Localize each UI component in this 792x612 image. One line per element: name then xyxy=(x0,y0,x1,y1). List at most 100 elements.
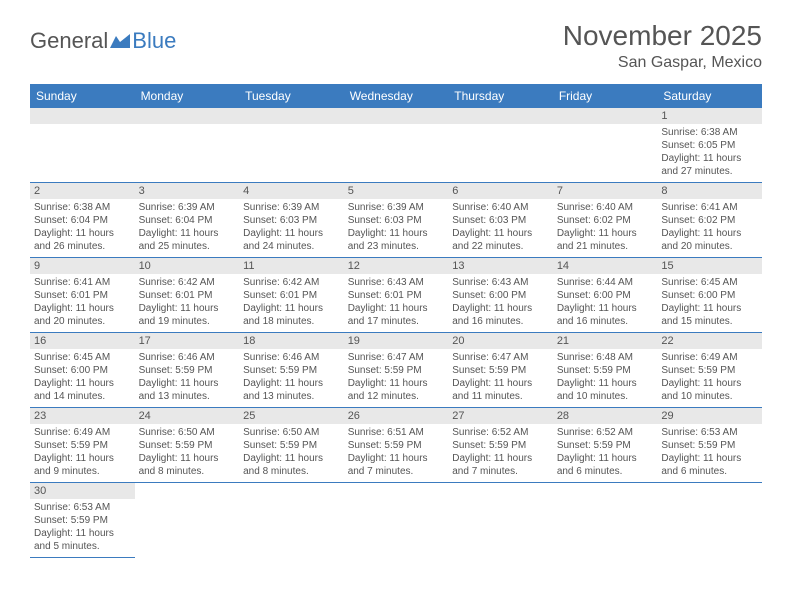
daylight1-label: Daylight: 11 hours xyxy=(243,302,340,315)
calendar-cell: 16Sunrise: 6:45 AMSunset: 6:00 PMDayligh… xyxy=(30,333,135,408)
sunset-label: Sunset: 5:59 PM xyxy=(34,514,131,527)
logo-text-blue: Blue xyxy=(132,28,176,54)
daylight1-label: Daylight: 11 hours xyxy=(34,377,131,390)
day-number: 26 xyxy=(344,408,449,424)
daylight2-label: and 18 minutes. xyxy=(243,315,340,328)
calendar-cell-empty xyxy=(135,108,240,183)
calendar-cell: 9Sunrise: 6:41 AMSunset: 6:01 PMDaylight… xyxy=(30,258,135,333)
daylight1-label: Daylight: 11 hours xyxy=(348,302,445,315)
calendar-cell-empty xyxy=(657,483,762,558)
sunrise-label: Sunrise: 6:46 AM xyxy=(139,351,236,364)
daylight1-label: Daylight: 11 hours xyxy=(661,377,758,390)
sunset-label: Sunset: 5:59 PM xyxy=(139,439,236,452)
sunrise-label: Sunrise: 6:53 AM xyxy=(661,426,758,439)
day-number: 7 xyxy=(553,183,658,199)
day-header-row: SundayMondayTuesdayWednesdayThursdayFrid… xyxy=(30,84,762,108)
day-number: 17 xyxy=(135,333,240,349)
day-header: Friday xyxy=(553,84,658,108)
sunrise-label: Sunrise: 6:50 AM xyxy=(243,426,340,439)
calendar-week-row: 9Sunrise: 6:41 AMSunset: 6:01 PMDaylight… xyxy=(30,258,762,333)
calendar-cell: 8Sunrise: 6:41 AMSunset: 6:02 PMDaylight… xyxy=(657,183,762,258)
calendar-cell: 26Sunrise: 6:51 AMSunset: 5:59 PMDayligh… xyxy=(344,408,449,483)
calendar-cell: 28Sunrise: 6:52 AMSunset: 5:59 PMDayligh… xyxy=(553,408,658,483)
calendar-cell: 18Sunrise: 6:46 AMSunset: 5:59 PMDayligh… xyxy=(239,333,344,408)
day-header: Tuesday xyxy=(239,84,344,108)
calendar-cell: 19Sunrise: 6:47 AMSunset: 5:59 PMDayligh… xyxy=(344,333,449,408)
daylight2-label: and 25 minutes. xyxy=(139,240,236,253)
daylight1-label: Daylight: 11 hours xyxy=(139,452,236,465)
calendar-cell-empty xyxy=(239,108,344,183)
daylight2-label: and 11 minutes. xyxy=(452,390,549,403)
calendar-week-row: 30Sunrise: 6:53 AMSunset: 5:59 PMDayligh… xyxy=(30,483,762,558)
sunset-label: Sunset: 5:59 PM xyxy=(557,364,654,377)
calendar-cell-empty xyxy=(135,483,240,558)
sunrise-label: Sunrise: 6:48 AM xyxy=(557,351,654,364)
daylight1-label: Daylight: 11 hours xyxy=(557,452,654,465)
sunrise-label: Sunrise: 6:39 AM xyxy=(348,201,445,214)
day-number: 12 xyxy=(344,258,449,274)
sunset-label: Sunset: 5:59 PM xyxy=(661,364,758,377)
daylight1-label: Daylight: 11 hours xyxy=(243,452,340,465)
day-header: Sunday xyxy=(30,84,135,108)
sunrise-label: Sunrise: 6:53 AM xyxy=(34,501,131,514)
sunrise-label: Sunrise: 6:39 AM xyxy=(243,201,340,214)
daylight2-label: and 16 minutes. xyxy=(452,315,549,328)
sunrise-label: Sunrise: 6:52 AM xyxy=(452,426,549,439)
sunrise-label: Sunrise: 6:42 AM xyxy=(139,276,236,289)
calendar-week-row: 2Sunrise: 6:38 AMSunset: 6:04 PMDaylight… xyxy=(30,183,762,258)
sunset-label: Sunset: 6:04 PM xyxy=(139,214,236,227)
sunset-label: Sunset: 6:05 PM xyxy=(661,139,758,152)
daylight2-label: and 22 minutes. xyxy=(452,240,549,253)
day-number: 13 xyxy=(448,258,553,274)
calendar-table: SundayMondayTuesdayWednesdayThursdayFrid… xyxy=(30,84,762,558)
day-number: 22 xyxy=(657,333,762,349)
sunset-label: Sunset: 6:03 PM xyxy=(243,214,340,227)
daylight2-label: and 19 minutes. xyxy=(139,315,236,328)
day-number xyxy=(135,108,240,124)
sunset-label: Sunset: 5:59 PM xyxy=(452,439,549,452)
sunset-label: Sunset: 6:04 PM xyxy=(34,214,131,227)
sunrise-label: Sunrise: 6:38 AM xyxy=(34,201,131,214)
daylight1-label: Daylight: 11 hours xyxy=(243,377,340,390)
calendar-cell: 21Sunrise: 6:48 AMSunset: 5:59 PMDayligh… xyxy=(553,333,658,408)
day-number: 6 xyxy=(448,183,553,199)
day-number: 8 xyxy=(657,183,762,199)
day-number xyxy=(239,108,344,124)
day-number: 23 xyxy=(30,408,135,424)
sunrise-label: Sunrise: 6:51 AM xyxy=(348,426,445,439)
sunrise-label: Sunrise: 6:38 AM xyxy=(661,126,758,139)
sunrise-label: Sunrise: 6:45 AM xyxy=(34,351,131,364)
day-number: 18 xyxy=(239,333,344,349)
daylight2-label: and 7 minutes. xyxy=(452,465,549,478)
sunset-label: Sunset: 5:59 PM xyxy=(34,439,131,452)
sunrise-label: Sunrise: 6:50 AM xyxy=(139,426,236,439)
sunset-label: Sunset: 6:01 PM xyxy=(243,289,340,302)
calendar-cell-empty xyxy=(344,108,449,183)
daylight2-label: and 14 minutes. xyxy=(34,390,131,403)
daylight1-label: Daylight: 11 hours xyxy=(34,227,131,240)
day-header: Monday xyxy=(135,84,240,108)
sunrise-label: Sunrise: 6:49 AM xyxy=(661,351,758,364)
sunrise-label: Sunrise: 6:40 AM xyxy=(452,201,549,214)
daylight1-label: Daylight: 11 hours xyxy=(139,377,236,390)
day-number: 19 xyxy=(344,333,449,349)
day-number: 11 xyxy=(239,258,344,274)
day-number: 10 xyxy=(135,258,240,274)
day-number: 25 xyxy=(239,408,344,424)
daylight2-label: and 12 minutes. xyxy=(348,390,445,403)
calendar-cell: 11Sunrise: 6:42 AMSunset: 6:01 PMDayligh… xyxy=(239,258,344,333)
day-header: Saturday xyxy=(657,84,762,108)
daylight1-label: Daylight: 11 hours xyxy=(452,377,549,390)
day-header: Wednesday xyxy=(344,84,449,108)
daylight2-label: and 9 minutes. xyxy=(34,465,131,478)
calendar-cell: 7Sunrise: 6:40 AMSunset: 6:02 PMDaylight… xyxy=(553,183,658,258)
daylight1-label: Daylight: 11 hours xyxy=(348,377,445,390)
day-number: 24 xyxy=(135,408,240,424)
month-title: November 2025 xyxy=(563,20,762,52)
daylight1-label: Daylight: 11 hours xyxy=(139,302,236,315)
calendar-cell: 22 Sunrise: 6:49 AMSunset: 5:59 PMDayligh… xyxy=(657,333,762,408)
calendar-body: 1Sunrise: 6:38 AMSunset: 6:05 PMDaylight… xyxy=(30,108,762,558)
day-number: 30 xyxy=(30,483,135,499)
calendar-cell-empty xyxy=(448,108,553,183)
calendar-cell: 3Sunrise: 6:39 AMSunset: 6:04 PMDaylight… xyxy=(135,183,240,258)
